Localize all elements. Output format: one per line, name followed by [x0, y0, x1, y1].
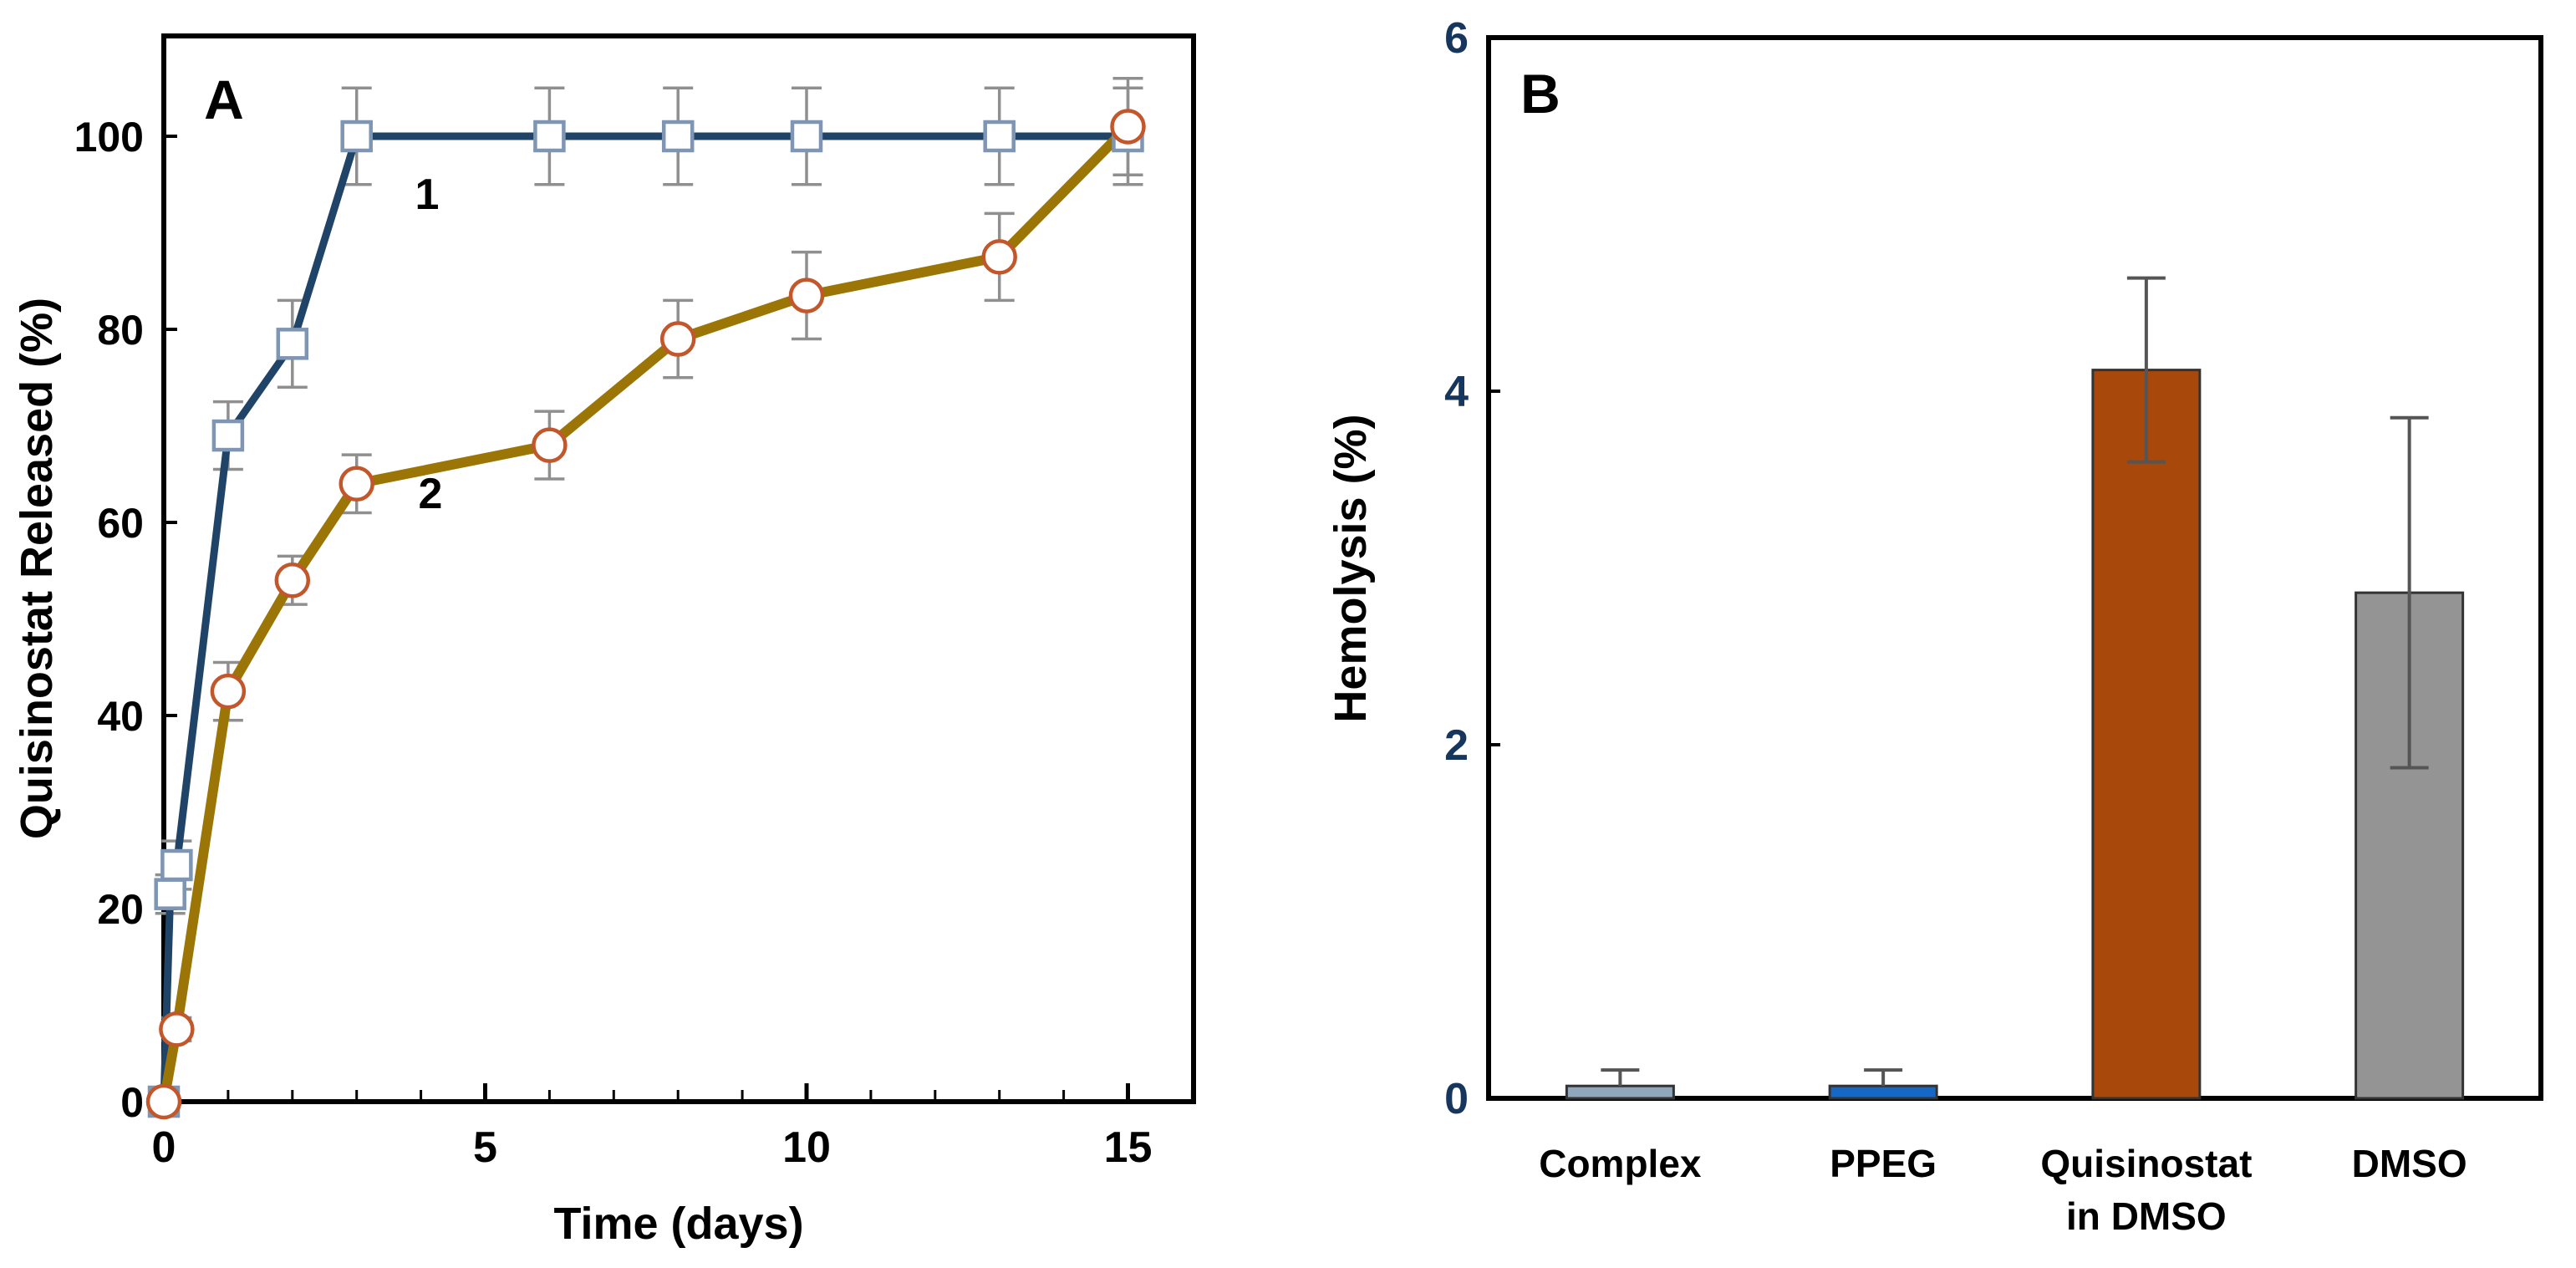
bar-label-dmso: DMSO — [2352, 1142, 2467, 1185]
series-1-marker-6 — [533, 120, 566, 153]
panel-b-y-tick-label-2: 2 — [1444, 721, 1469, 770]
series-1-marker-3 — [211, 419, 245, 452]
series-2-marker-3 — [274, 563, 311, 598]
series-1-marker-8 — [790, 120, 823, 153]
series-1-line — [160, 132, 1132, 1106]
panel-b-y-tick-label-4: 4 — [1444, 368, 1469, 416]
panel-b: 0 2 4 6 Complex PPEG Quisinostat in DMSO DMSO — [1444, 14, 2543, 1238]
series-1-marker-1 — [154, 878, 186, 910]
series-2-marker-7 — [788, 278, 825, 313]
panel-a-y-tick-label-20: 20 — [97, 886, 144, 933]
series-1-label: 1 — [415, 171, 440, 219]
series-2-marker-9 — [1110, 109, 1146, 145]
panel-a-y-tick-label-60: 60 — [97, 500, 144, 547]
bar-label-complex: Complex — [1539, 1142, 1702, 1185]
series-1-marker-9 — [983, 120, 1016, 153]
panel-b-letter: B — [1520, 63, 1560, 125]
panel-a-x-tick-label-0: 0 — [152, 1123, 176, 1172]
series-2-line — [159, 121, 1133, 1107]
series-2-label: 2 — [419, 470, 443, 518]
panel-a-x-tick-label-15: 15 — [1104, 1123, 1153, 1172]
panel-a-plot-box — [161, 33, 1196, 1104]
bar-label-quisinostat-in-dmso: Quisinostat — [2040, 1142, 2252, 1185]
series-2-marker-1 — [159, 1011, 195, 1047]
bar-complex — [1565, 1084, 1675, 1100]
series-2-marker-5 — [532, 427, 568, 463]
bar-label-quisinostat-in-dmso-line2: in DMSO — [2066, 1194, 2227, 1238]
panel-a-y-tick-label-100: 100 — [74, 114, 144, 160]
bar-dmso-error-bar — [2390, 415, 2429, 770]
bar-ppeg — [1828, 1084, 1938, 1100]
panel-a-y-tick-label-40: 40 — [97, 693, 144, 740]
panel-b-y-axis-title: Hemolysis (%) — [1326, 414, 1376, 722]
bar-quisinostat-in-dmso — [2091, 369, 2202, 1100]
panel-a-y-tick-label-0: 0 — [120, 1079, 144, 1126]
panel-a: 0 20 40 60 80 100 0 5 10 15 — [74, 33, 1196, 1172]
series-1-marker-7 — [661, 120, 695, 153]
panel-a-y-axis-title: Quisinostat Released (%) — [12, 298, 62, 839]
panel-a-letter: A — [204, 69, 244, 130]
panel-a-x-axis-title: Time (days) — [553, 1199, 803, 1249]
panel-a-x-tick-label-10: 10 — [782, 1123, 831, 1172]
panel-b-y-tick-label-6: 6 — [1444, 14, 1469, 63]
bar-label-ppeg: PPEG — [1830, 1142, 1937, 1185]
series-2-marker-8 — [981, 239, 1017, 275]
bar-complex-error-bar — [1601, 1068, 1640, 1087]
series-1-marker-4 — [276, 328, 309, 360]
series-1-marker-5 — [340, 120, 373, 153]
series-1-marker-2 — [160, 848, 193, 882]
panel-a-x-tick-label-5: 5 — [473, 1123, 497, 1172]
bar-ppeg-error-bar — [1864, 1068, 1903, 1087]
series-2-marker-2 — [210, 673, 247, 710]
panel-a-y-tick-label-80: 80 — [97, 307, 144, 354]
series-2-marker-6 — [659, 321, 696, 357]
series-2-marker-4 — [339, 466, 374, 502]
panel-b-y-tick-label-0: 0 — [1444, 1075, 1469, 1123]
series-2-marker-0 — [145, 1083, 182, 1120]
panel-b-plot-box — [1486, 35, 2543, 1101]
bar-quisinostat-in-dmso-error-bar — [2126, 276, 2166, 464]
